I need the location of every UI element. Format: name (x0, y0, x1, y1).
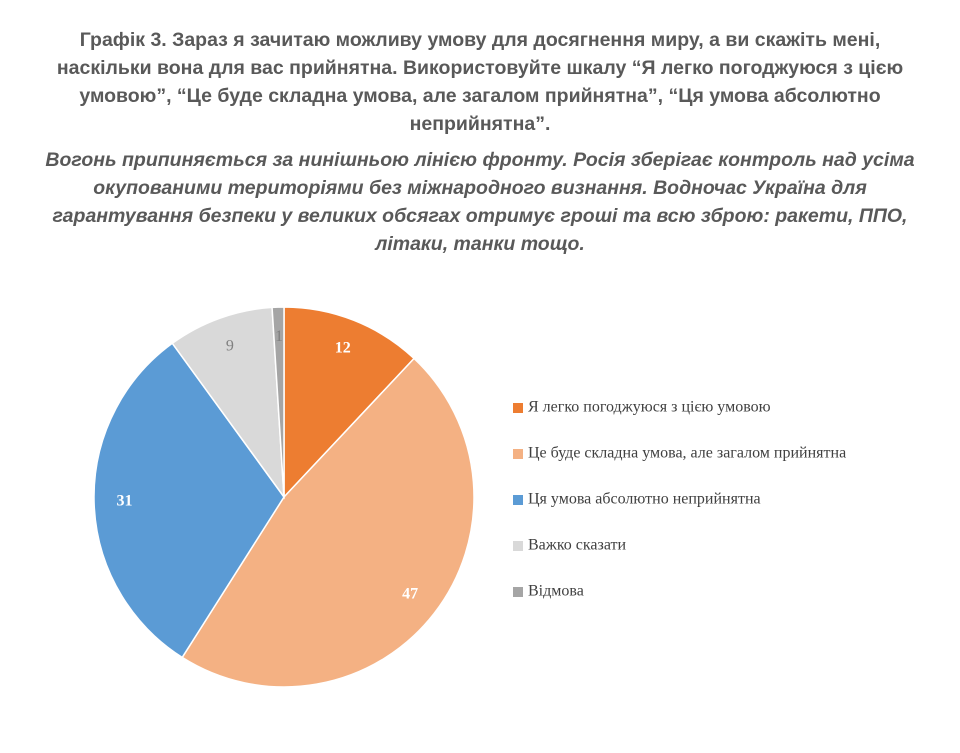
legend-label-4: Важко сказати (528, 537, 627, 554)
chart-subtitle: Вогонь припиняється за нинішньою лінією … (45, 149, 915, 255)
legend-swatch-1 (513, 403, 523, 413)
pie-data-label-4: 9 (226, 338, 234, 355)
pie-data-labels: 12 47 31 9 1 (116, 328, 418, 602)
pie-slice-2 (181, 357, 475, 688)
legend-label-2: Це буде складна умова, але загалом прийн… (528, 445, 846, 462)
legend-label-3: Ця умова абсолютно неприйнятна (528, 491, 761, 508)
legend-label-5: Відмова (528, 583, 584, 600)
pie-data-label-5: 1 (275, 328, 283, 345)
legend-swatch-2 (513, 449, 523, 459)
pie-data-label-1: 12 (335, 339, 351, 356)
pie-slice-5 (271, 306, 285, 498)
chart-title: Графік 3. Зараз я зачитаю можливу умову … (56, 29, 904, 135)
legend-label-1: Я легко погоджуюся з цією умовою (528, 399, 771, 416)
pie-slice-3 (93, 342, 285, 659)
legend-swatch-5 (513, 587, 523, 597)
pie-slices (93, 306, 475, 688)
pie-slice-4 (171, 306, 285, 500)
chart-legend: Я легко погоджуюся з цією умовою Це буде … (513, 399, 846, 600)
legend-swatch-4 (513, 541, 523, 551)
pie-data-label-3: 31 (116, 493, 132, 510)
legend-swatch-3 (513, 495, 523, 505)
pie-slice-1 (283, 306, 416, 499)
pie-data-label-2: 47 (402, 585, 418, 602)
